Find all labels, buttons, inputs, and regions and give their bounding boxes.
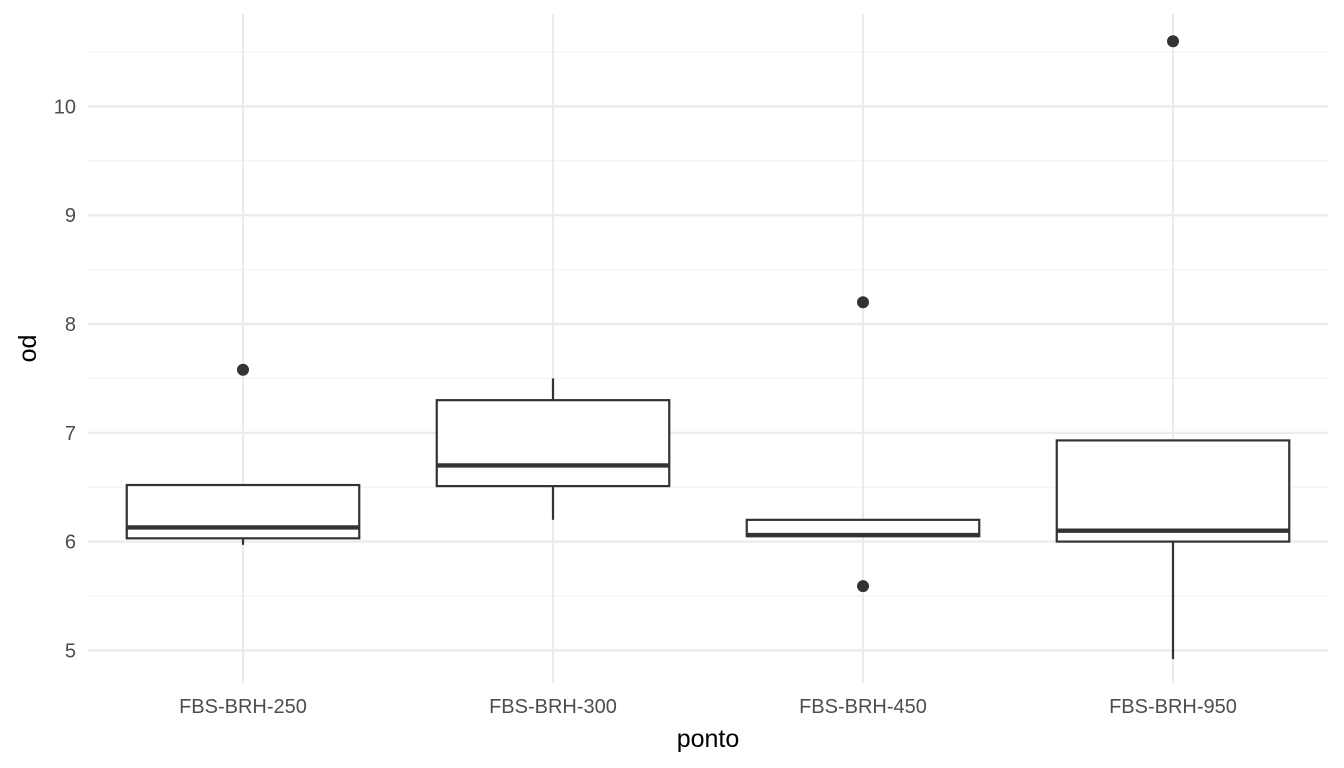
- iqr-box: [435, 399, 671, 488]
- y-tick-label: 10: [54, 96, 76, 118]
- outlier-point: [1167, 35, 1179, 48]
- grid-layer: [88, 14, 1328, 683]
- x-tick-label: FBS-BRH-250: [179, 696, 307, 718]
- box-group-fbs-brh-950: [1055, 35, 1291, 660]
- box-group-fbs-brh-450: [745, 296, 981, 593]
- label-layer: 5 6 7 8 9 10 FBS-BRH-250 FBS-BRH-300 FBS-BRH-450…: [54, 96, 1237, 718]
- outlier-point: [857, 296, 869, 309]
- iqr-box: [125, 483, 361, 540]
- y-tick-label: 7: [65, 423, 76, 445]
- box-group-fbs-brh-250: [125, 363, 361, 545]
- box-group-fbs-brh-300: [435, 378, 671, 520]
- iqr-box: [1055, 439, 1291, 543]
- y-tick-label: 6: [65, 532, 76, 554]
- y-tick-label: 5: [65, 640, 76, 662]
- x-tick-label: FBS-BRH-450: [799, 696, 927, 718]
- x-tick-label: FBS-BRH-950: [1109, 696, 1237, 718]
- y-tick-label: 8: [65, 314, 76, 336]
- y-tick-label: 9: [65, 205, 76, 227]
- outlier-point: [857, 580, 869, 593]
- x-axis-title: ponto: [677, 725, 740, 753]
- x-tick-label: FBS-BRH-300: [489, 696, 617, 718]
- box-layer: [125, 35, 1291, 660]
- outlier-point: [237, 363, 249, 376]
- y-axis-title: od: [14, 335, 42, 363]
